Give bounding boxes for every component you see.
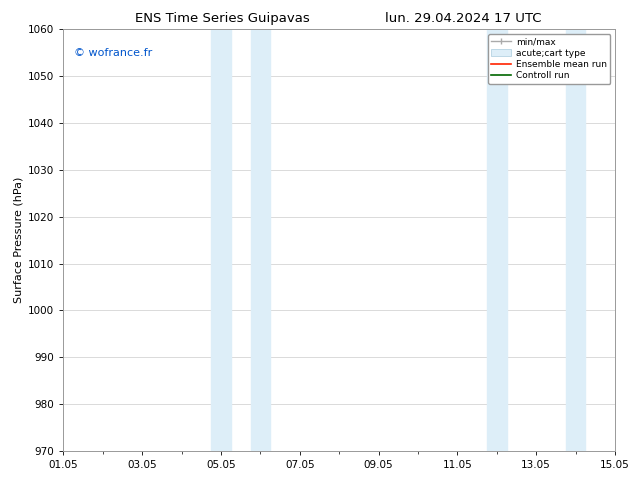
Y-axis label: Surface Pressure (hPa): Surface Pressure (hPa) [14,177,24,303]
Text: © wofrance.fr: © wofrance.fr [74,49,153,58]
Bar [566,29,585,451]
Bar [487,29,507,451]
Bar [211,29,231,451]
Bar [250,29,270,451]
Legend: min/max, acute;cart type, Ensemble mean run, Controll run: min/max, acute;cart type, Ensemble mean … [488,34,611,84]
Text: ENS Time Series Guipavas: ENS Time Series Guipavas [134,12,309,25]
Text: lun. 29.04.2024 17 UTC: lun. 29.04.2024 17 UTC [385,12,541,25]
